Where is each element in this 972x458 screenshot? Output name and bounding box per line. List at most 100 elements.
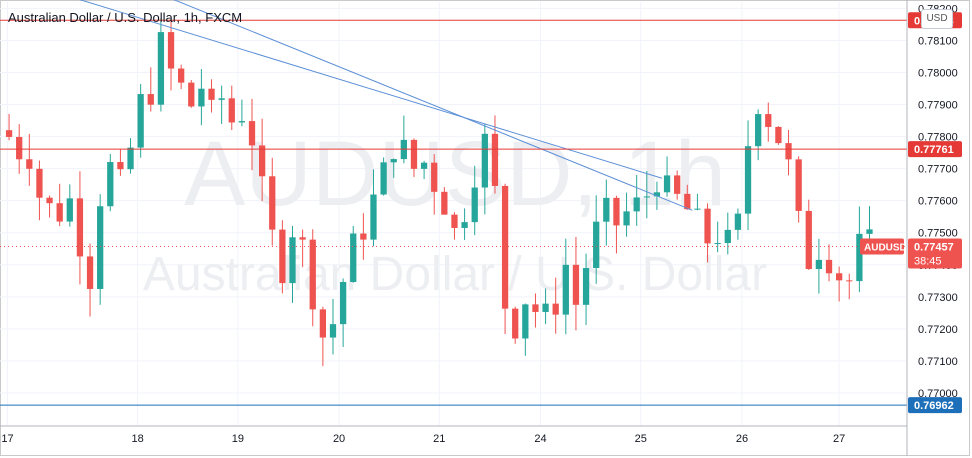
candle-body (744, 146, 752, 214)
candle-body (178, 68, 185, 83)
x-tick-label: 25 (635, 433, 647, 445)
watermark: AUDUSD, 1h Australian Dollar / U.S. Doll… (143, 123, 767, 301)
candle-body (66, 198, 73, 222)
candle-body (127, 147, 134, 170)
candle-body (866, 229, 873, 234)
candle-body (56, 203, 63, 222)
candle-body (228, 98, 235, 123)
y-tick-label: 0.78100 (918, 35, 958, 47)
x-tick-label: 27 (833, 433, 845, 445)
candle-body (117, 162, 124, 170)
symbol-tag (860, 238, 904, 255)
candle-body (815, 259, 823, 270)
candle-body (107, 162, 114, 207)
countdown-label: 38:45 (914, 256, 942, 268)
candle-body (643, 196, 650, 198)
candle-body (137, 94, 144, 148)
candle-body (512, 308, 519, 339)
candle-body (856, 233, 863, 282)
candle-body (441, 191, 448, 215)
candles (5, 18, 873, 367)
candle-body (248, 121, 256, 146)
candle-body (825, 259, 833, 274)
candle-body (238, 121, 246, 123)
candle-body (410, 139, 418, 169)
watermark-name: Australian Dollar / U.S. Dollar (143, 248, 767, 301)
candle-body (501, 185, 509, 309)
candle-body (694, 208, 701, 210)
candle-body (582, 268, 590, 305)
y-tick-label: 0.77300 (918, 292, 958, 304)
candle-body (471, 187, 478, 223)
current-price-tag (908, 238, 962, 269)
candle-body (350, 233, 357, 282)
y-tick-label: 0.77000 (918, 388, 958, 400)
y-tick-label: 0.77200 (918, 324, 958, 336)
candle-body (451, 214, 458, 228)
level-tag-support (908, 397, 962, 414)
candle-body (289, 237, 296, 284)
candle-body (157, 32, 165, 105)
x-tick-label: 19 (232, 433, 244, 445)
candle-body (613, 197, 620, 226)
candle-body (663, 175, 671, 193)
candle-body (309, 239, 316, 310)
candle-body (380, 162, 387, 195)
level-tag-label: 0.77761 (914, 144, 954, 156)
candle-body (836, 273, 843, 281)
level-tag-resistance (908, 141, 962, 158)
candle-body (431, 162, 438, 192)
candle-body (167, 32, 175, 69)
candle-body (734, 213, 742, 230)
x-tick-label: 20 (333, 433, 345, 445)
trendline (79, 0, 663, 179)
x-tick-label: 26 (736, 433, 748, 445)
candle-body (329, 324, 337, 338)
candle-body (562, 264, 569, 315)
level-tag-label: 0.76962 (914, 400, 954, 412)
candle-body (542, 303, 549, 312)
candle-body (279, 229, 286, 284)
candle-body (461, 222, 468, 228)
candle-body (755, 114, 762, 147)
y-tick-label: 0.78000 (918, 68, 958, 80)
candle-body (724, 229, 731, 244)
candle-body (218, 98, 225, 100)
symbol-tag-label: AUDUSD (864, 243, 907, 254)
candle-body (765, 114, 772, 127)
grid (0, 2, 906, 425)
x-tick-label: 24 (534, 433, 546, 445)
candle-body (491, 133, 499, 186)
candle-body (97, 206, 104, 289)
candle-body (198, 88, 205, 107)
candle-body (269, 176, 276, 230)
candle-body (258, 145, 266, 177)
candle-body (86, 256, 94, 289)
candle-body (360, 233, 367, 240)
candle-body (26, 159, 33, 169)
candle-body (420, 162, 428, 169)
x-tick-label: 21 (433, 433, 445, 445)
candle-body (188, 82, 195, 107)
candle-body (532, 304, 539, 312)
candle-body (481, 133, 488, 188)
y-tick-label: 0.77700 (918, 164, 958, 176)
candle-body (684, 193, 691, 210)
watermark-symbol: AUDUSD, 1h (184, 123, 726, 225)
currency-button[interactable]: USD (921, 9, 953, 29)
candle-body (76, 198, 84, 257)
candle-body (36, 168, 43, 198)
candle-body (704, 208, 711, 244)
candle-body (795, 159, 802, 211)
candle-body (603, 197, 610, 222)
x-tick-label: 17 (1, 433, 13, 445)
y-tick-label: 0.77900 (918, 100, 958, 112)
candle-body (522, 304, 529, 339)
candle-body (16, 136, 23, 160)
candle-body (552, 303, 559, 315)
candle-body (208, 88, 215, 100)
current-price-label: 0.77457 (914, 242, 954, 254)
